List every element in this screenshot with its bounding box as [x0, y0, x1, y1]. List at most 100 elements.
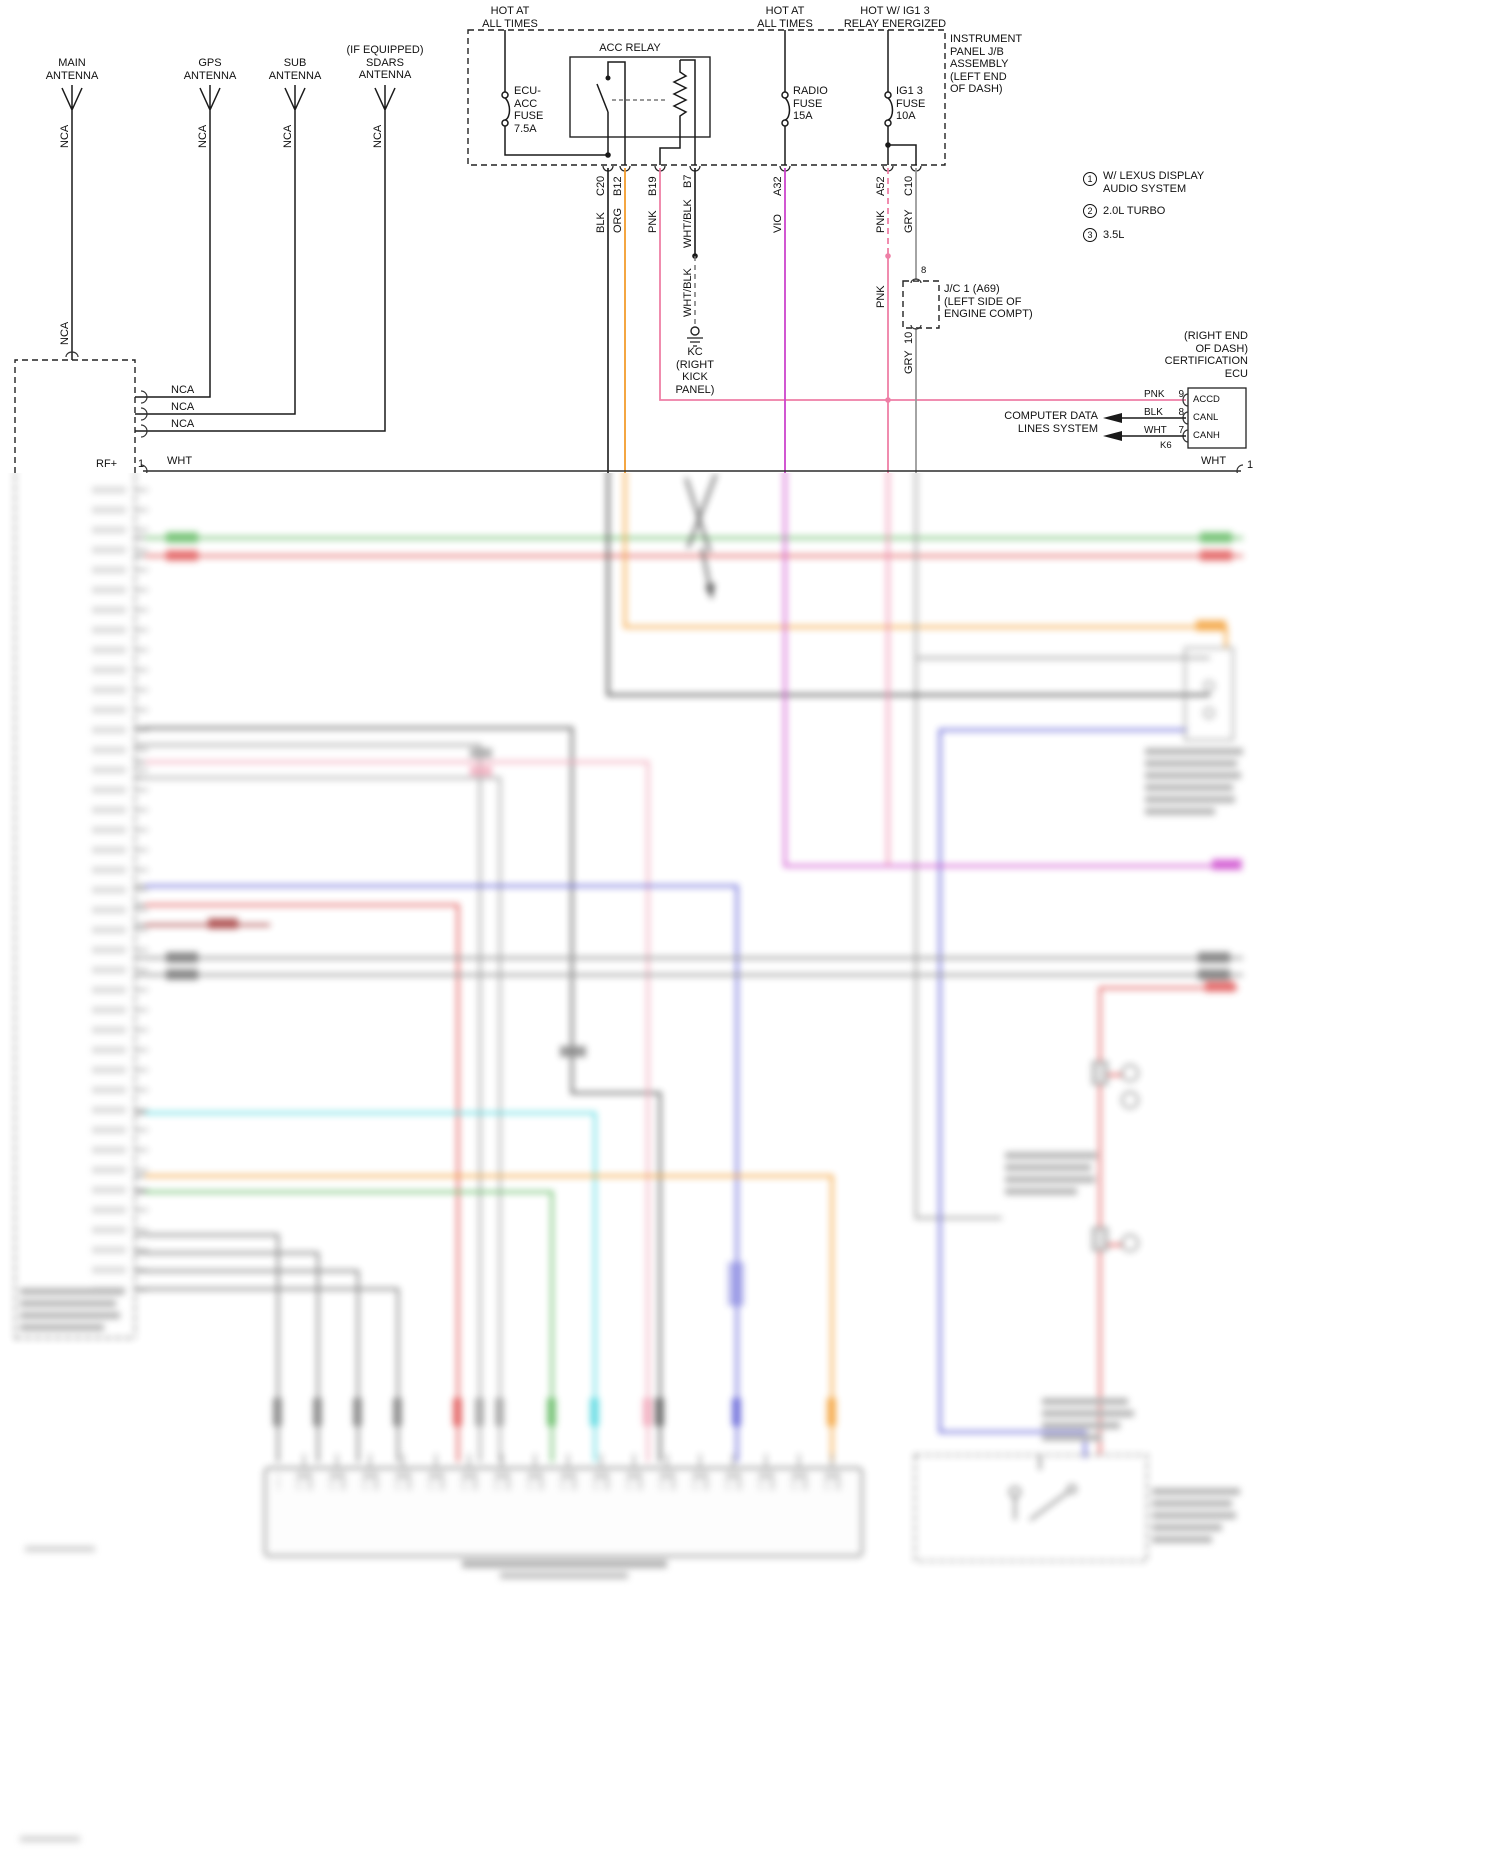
wire-label-gry: GRY	[903, 209, 915, 233]
nca-label-h1: NCA	[171, 384, 195, 396]
cert-ecu-connector-id: K6	[1160, 440, 1172, 451]
blurred-text-blobs	[20, 748, 1243, 1543]
wire-blue	[145, 884, 739, 1462]
acc-relay-label: ACC RELAY	[599, 42, 661, 54]
wire-label-gry2: GRY	[903, 350, 915, 374]
nca-label-h3: NCA	[171, 418, 195, 430]
wire-label-org: ORG	[612, 207, 624, 233]
wire-cyan	[145, 1111, 597, 1462]
bottom-right-box	[914, 1454, 1148, 1562]
ecu-acc-fuse-label: ECU- ACC FUSE 7.5A	[514, 85, 544, 135]
note-3-text: 3.5L	[1103, 229, 1125, 241]
wire-black	[606, 455, 1210, 697]
hot-at-all-times-2: HOT AT ALL TIMES	[757, 5, 813, 30]
nca-label-main: NCA	[59, 124, 71, 148]
pin-a52: A52	[875, 176, 887, 196]
cert-ecu-pin-7: WHT 7	[1144, 425, 1184, 436]
computer-data-lines-label: COMPUTER DATA LINES SYSTEM	[1004, 410, 1098, 435]
cert-ecu-label: (RIGHT END OF DASH) CERTIFICATION ECU	[1164, 330, 1248, 380]
pin-number: 7	[1178, 425, 1184, 436]
main-antenna-label: MAIN ANTENNA	[45, 57, 99, 82]
note-2-circle: 2	[1083, 204, 1097, 218]
pin-b19: B19	[647, 176, 659, 196]
nca-label-sub: NCA	[282, 124, 294, 148]
sub-antenna-label: SUB ANTENNA	[268, 57, 322, 82]
pin-b7: B7	[682, 174, 694, 188]
wire-violet	[783, 455, 1238, 868]
right-pin-number: 1	[1247, 459, 1254, 471]
nca-label-sdars: NCA	[372, 124, 384, 148]
jc1-pin10: 10	[903, 331, 915, 344]
cert-ecu-accd: ACCD	[1193, 394, 1220, 405]
note-3-circle: 3	[1083, 228, 1097, 242]
cert-ecu-box	[1187, 387, 1247, 449]
wire-orange2	[145, 1174, 834, 1462]
antenna-unit-box	[14, 359, 136, 473]
gps-antenna-symbol	[135, 85, 221, 398]
kc-ground-symbol	[687, 337, 703, 347]
wire-red-right	[1098, 986, 1238, 1455]
wire-label-blk: BLK	[595, 212, 607, 233]
sub-antenna-symbol	[135, 85, 306, 415]
rf-wire-brackets	[140, 464, 1244, 473]
diagram-top-svg	[14, 29, 1247, 473]
connector-wire-callouts	[273, 1398, 836, 1426]
hot-ig13-header: HOT W/ IG1 3 RELAY ENERGIZED	[843, 5, 947, 30]
kc-ground-label: KC (RIGHT KICK PANEL)	[675, 346, 715, 396]
rf-wire-color: WHT	[167, 455, 193, 467]
jb-connector-arcs	[602, 165, 922, 172]
left-pin-labels	[88, 478, 132, 1300]
wire-blue-right	[938, 728, 1187, 1458]
gps-antenna-label: GPS ANTENNA	[183, 57, 237, 82]
wire-green2	[145, 1190, 554, 1462]
jc1-box	[902, 280, 940, 329]
note-1-circle: 1	[1083, 172, 1097, 186]
nca-label-h2: NCA	[171, 401, 195, 413]
main-antenna-symbol	[61, 85, 83, 360]
acc-relay-coil	[659, 59, 696, 165]
radio-fuse-label: RADIO FUSE 15A	[793, 85, 828, 122]
sdars-antenna-label: (IF EQUIPPED) SDARS ANTENNA	[346, 44, 424, 81]
pnk-accd-wire	[659, 168, 1186, 401]
wire-label-vio: VIO	[772, 214, 784, 233]
pin-b12: B12	[612, 176, 624, 196]
crossing-lines	[684, 473, 718, 589]
cert-ecu-pin-8: BLK 8	[1144, 407, 1184, 418]
kc-ground-terminal	[690, 326, 700, 336]
wire-lightpink	[145, 760, 650, 1462]
right-wire-color: WHT	[1201, 455, 1227, 467]
pin-c10: C10	[903, 175, 915, 196]
pin-c20: C20	[595, 175, 607, 196]
fuse-elements	[504, 97, 894, 121]
wire-gray2	[145, 743, 482, 1462]
jc1-brackets	[910, 278, 922, 330]
jc1-label: J/C 1 (A69) (LEFT SIDE OF ENGINE COMPT)	[944, 283, 1033, 320]
wire-label-pnk: PNK	[647, 210, 659, 233]
rf-pin-label: RF+	[96, 458, 118, 470]
left-wire-stubs	[135, 537, 150, 1290]
ecu-acc-fuse-wire	[504, 30, 626, 165]
wire-label-whtblk: WHT/BLK	[682, 199, 694, 248]
nca-label-gps: NCA	[197, 124, 209, 148]
pin-wire-color: PNK	[1144, 389, 1165, 400]
diagram-top-section: MAIN ANTENNA GPS ANTENNA SUB ANTENNA (IF…	[0, 0, 1500, 473]
pin-a32: A32	[772, 176, 784, 196]
hot-at-all-times-1: HOT AT ALL TIMES	[482, 5, 538, 30]
pin-number: 9	[1178, 389, 1184, 400]
jb-box	[467, 29, 946, 166]
acc-relay-box	[569, 56, 711, 138]
pin-wire-color: BLK	[1144, 407, 1163, 418]
note-2-text: 2.0L TURBO	[1103, 205, 1166, 217]
jb-assembly-label: INSTRUMENT PANEL J/B ASSEMBLY (LEFT END …	[950, 33, 1023, 95]
wire-label-pnk3: PNK	[875, 285, 887, 308]
wire-red2	[145, 903, 460, 1462]
right-small-box	[1184, 647, 1234, 741]
pin-wire-color: WHT	[1144, 425, 1167, 436]
wire-gray3	[145, 776, 502, 1462]
jc1-pin8: 8	[921, 265, 927, 276]
antenna-entry-brackets	[65, 351, 148, 438]
wire-label-whtblk2: WHT/BLK	[682, 268, 694, 317]
left-pin-ticks	[135, 478, 148, 1300]
